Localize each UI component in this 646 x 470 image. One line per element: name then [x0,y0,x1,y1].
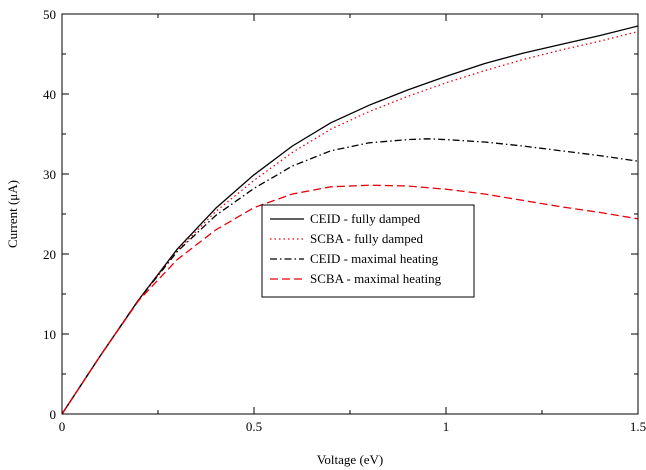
ticks-layer: 0 0.5 1 1.5 0 10 20 30 40 50 [43,7,646,434]
legend-box [261,204,475,298]
x-tick-label: 1.5 [630,419,646,434]
legend-label-4: SCBA - maximal heating [310,271,442,286]
x-tick-label: 0 [59,419,66,434]
y-tick-label: 50 [43,7,56,22]
y-tick-label: 0 [50,407,57,422]
series-line-1 [61,25,639,415]
legend-label-1: CEID - fully damped [310,211,421,226]
x-tick-label: 0.5 [246,419,262,434]
x-tick-label: 1 [443,419,450,434]
x-axis-title: Voltage (eV) [317,452,384,467]
y-axis-title: Current (μA) [5,180,20,248]
y-tick-label: 10 [43,327,56,342]
plot-layer [61,25,639,415]
y-tick-label: 20 [43,247,56,262]
y-tick-label: 40 [43,87,56,102]
legend-label-2: SCBA - fully damped [310,231,424,246]
series-line-4 [61,184,639,415]
legend: CEID - fully damped SCBA - fully damped CE… [261,204,475,298]
series-line-3 [61,138,639,415]
y-tick-label: 30 [43,167,56,182]
legend-label-3: CEID - maximal heating [310,251,439,266]
